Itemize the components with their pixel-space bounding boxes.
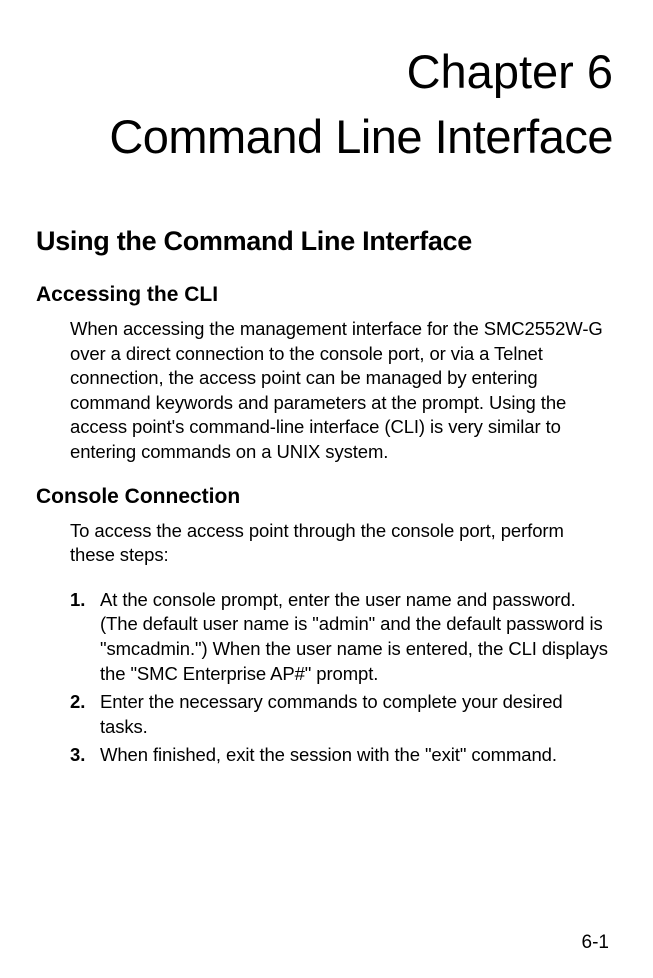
subsection-heading-accessing: Accessing the CLI <box>36 283 613 307</box>
list-text: At the console prompt, enter the user na… <box>100 588 611 686</box>
list-text: When finished, exit the session with the… <box>100 743 611 768</box>
list-number: 1. <box>70 588 100 686</box>
list-text: Enter the necessary commands to complete… <box>100 690 611 739</box>
list-number: 2. <box>70 690 100 739</box>
list-number: 3. <box>70 743 100 768</box>
list-item: 3. When finished, exit the session with … <box>70 743 611 768</box>
body-paragraph-console-intro: To access the access point through the c… <box>70 519 611 568</box>
subsection-heading-console: Console Connection <box>36 485 613 509</box>
list-item: 2. Enter the necessary commands to compl… <box>70 690 611 739</box>
page-number-text: 6-1 <box>582 932 609 953</box>
chapter-title: Command Line Interface <box>0 109 613 164</box>
page-container: Chapter 6 Command Line Interface Using t… <box>0 0 653 978</box>
section-heading: Using the Command Line Interface <box>36 226 613 257</box>
page-number: 6-1 <box>582 932 609 954</box>
chapter-number: Chapter 6 <box>36 44 613 99</box>
body-paragraph-accessing: When accessing the management interface … <box>70 317 611 465</box>
list-item: 1. At the console prompt, enter the user… <box>70 588 611 686</box>
ordered-steps-list: 1. At the console prompt, enter the user… <box>70 588 611 768</box>
